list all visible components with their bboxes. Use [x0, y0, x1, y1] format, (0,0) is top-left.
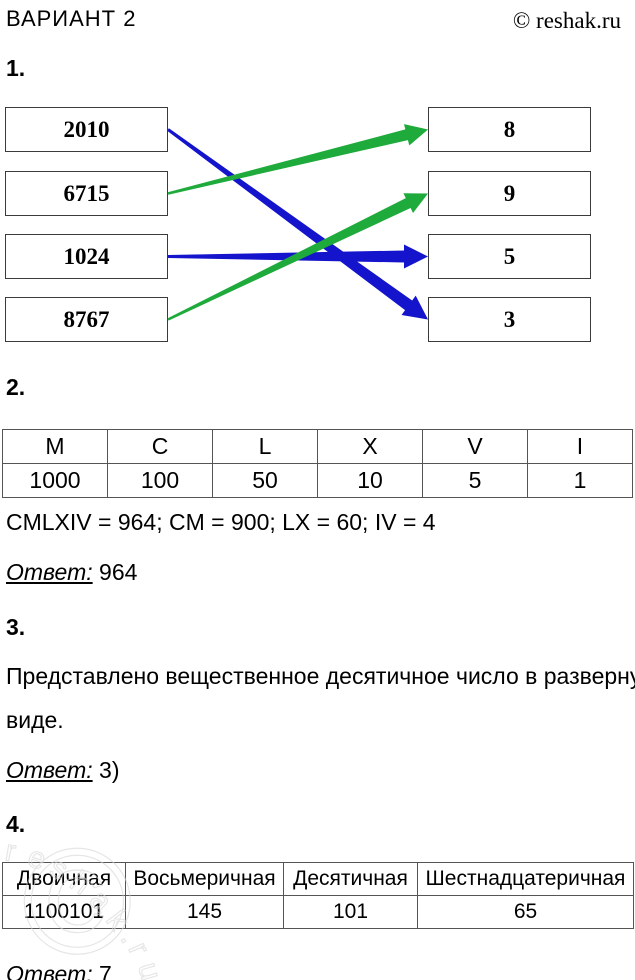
- svg-text:u: u: [131, 959, 167, 980]
- svg-text:r: r: [3, 834, 19, 868]
- svg-text:©: ©: [22, 817, 133, 980]
